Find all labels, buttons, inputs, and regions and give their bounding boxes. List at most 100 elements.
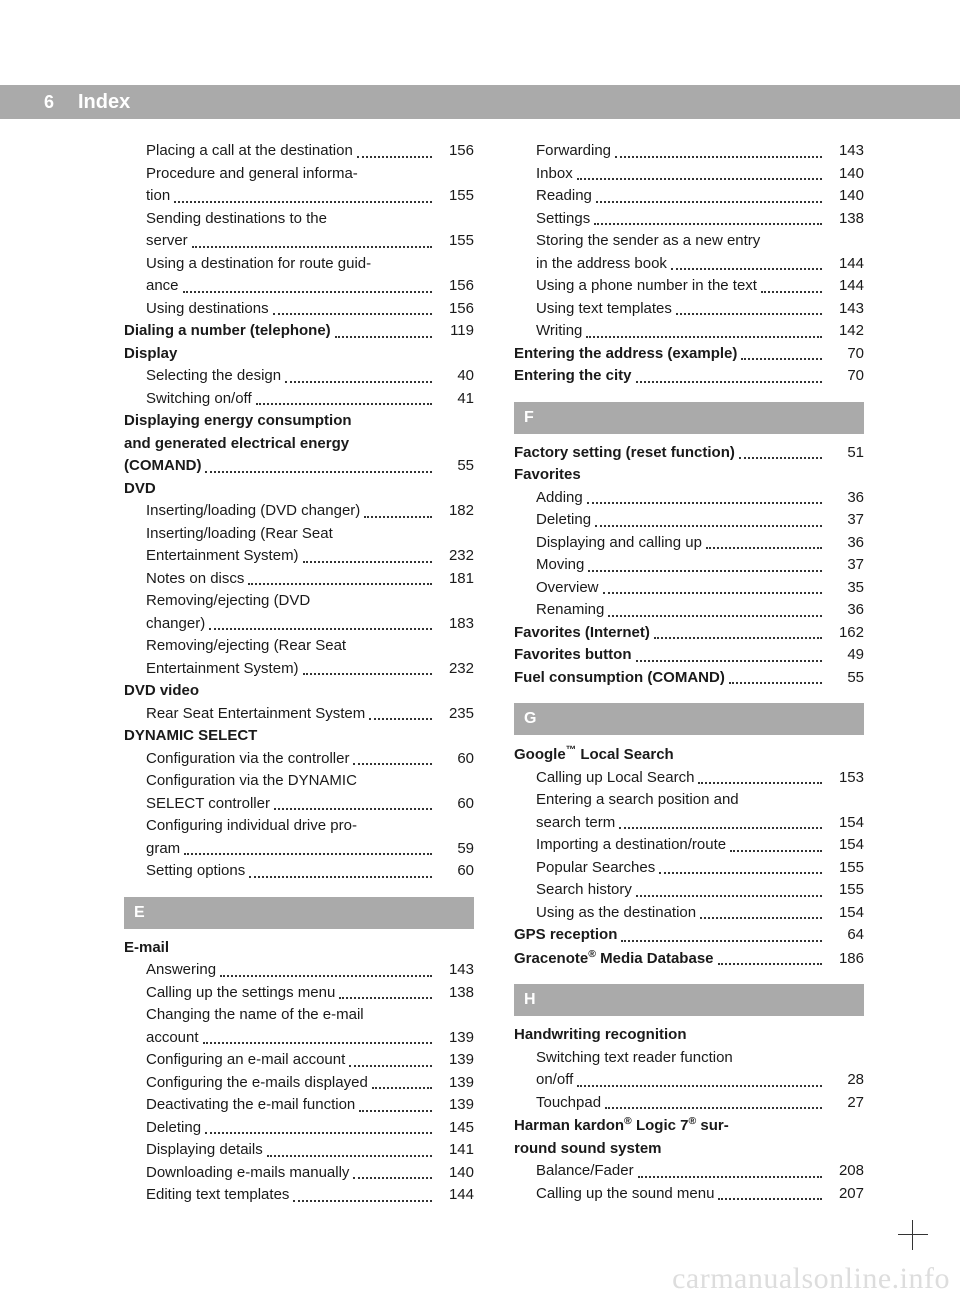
index-entry-label: Writing: [536, 320, 582, 343]
index-entry-label: Forwarding: [536, 140, 611, 163]
index-entry-label: Importing a destination/route: [536, 834, 726, 857]
index-entry-label: on/off: [536, 1069, 573, 1092]
index-entry-label: Answering: [146, 959, 216, 982]
index-entry-page: 36: [826, 487, 864, 510]
index-entry: Entering the city70: [514, 365, 864, 388]
index-entry: gram 59: [124, 838, 474, 861]
index-entry-label: Switching text reader function: [536, 1047, 733, 1070]
leader-dots: [205, 471, 432, 473]
index-entry-label: Handwriting recognition: [514, 1024, 687, 1047]
index-entry-page: 232: [436, 545, 474, 568]
index-entry-page: 235: [436, 703, 474, 726]
index-entry: Downloading e-mails manually140: [124, 1162, 474, 1185]
index-entry-label: Editing text templates: [146, 1184, 289, 1207]
leader-dots: [739, 457, 822, 459]
leader-dots: [588, 570, 822, 572]
index-entry: Using a phone number in the text144: [514, 275, 864, 298]
index-entry-page: 232: [436, 658, 474, 681]
leader-dots: [577, 178, 822, 180]
section-letter-E: E: [124, 897, 474, 929]
index-entry: account139: [124, 1027, 474, 1050]
leader-dots: [293, 1200, 432, 1202]
index-entry: Entertainment System)232: [124, 545, 474, 568]
index-entry: Google™ Local Search: [514, 743, 864, 767]
page-title: Index: [64, 91, 130, 114]
leader-dots: [638, 1176, 822, 1178]
leader-dots: [594, 223, 822, 225]
index-entry-label: Notes on discs: [146, 568, 244, 591]
section-letter-H: H: [514, 984, 864, 1016]
index-entry-page: 37: [826, 509, 864, 532]
index-entry-page: 156: [436, 298, 474, 321]
index-entry: (COMAND)55: [124, 455, 474, 478]
index-entry-label: DVD: [124, 478, 156, 501]
index-entry-page: 37: [826, 554, 864, 577]
index-entry-page: 208: [826, 1160, 864, 1183]
index-entry: Deleting145: [124, 1117, 474, 1140]
index-entry: Using destinations 156: [124, 298, 474, 321]
index-entry: Reading140: [514, 185, 864, 208]
leader-dots: [603, 592, 822, 594]
leader-dots: [619, 827, 822, 829]
index-entry-page: 144: [436, 1184, 474, 1207]
index-entry-label: Setting options: [146, 860, 245, 883]
index-entry: DVD video: [124, 680, 474, 703]
index-entry-page: 138: [826, 208, 864, 231]
index-entry-label: Procedure and general informa-: [146, 163, 358, 186]
index-entry: Selecting the design40: [124, 365, 474, 388]
index-entry: DVD: [124, 478, 474, 501]
leader-dots: [761, 291, 822, 293]
index-entry-label: Favorites: [514, 464, 581, 487]
index-entry-label: DYNAMIC SELECT: [124, 725, 257, 748]
index-entry-page: 59: [436, 838, 474, 861]
leader-dots: [285, 381, 432, 383]
leader-dots: [729, 682, 822, 684]
index-entry-page: 154: [826, 902, 864, 925]
index-entry-page: 139: [436, 1049, 474, 1072]
index-entry-label: in the address book: [536, 253, 667, 276]
index-entry: Handwriting recognition: [514, 1024, 864, 1047]
leader-dots: [676, 313, 822, 315]
leader-dots: [359, 1110, 432, 1112]
leader-dots: [595, 525, 822, 527]
index-entry: Balance/Fader208: [514, 1160, 864, 1183]
index-entry-page: 139: [436, 1094, 474, 1117]
index-entry-label: Renaming: [536, 599, 604, 622]
leader-dots: [349, 1065, 432, 1067]
index-entry: Touchpad27: [514, 1092, 864, 1115]
leader-dots: [249, 876, 432, 878]
leader-dots: [700, 917, 822, 919]
index-entry-label: gram: [146, 838, 180, 861]
index-entry-label: Entertainment System): [146, 658, 299, 681]
index-entry: tion155: [124, 185, 474, 208]
index-entry-page: 49: [826, 644, 864, 667]
index-entry-label: Using destinations: [146, 298, 269, 321]
index-entry-page: 144: [826, 253, 864, 276]
leader-dots: [184, 853, 432, 855]
index-entry: changer)183: [124, 613, 474, 636]
index-entry-page: 144: [826, 275, 864, 298]
index-entry-label: Overview: [536, 577, 599, 600]
index-entry-page: 154: [826, 812, 864, 835]
leader-dots: [372, 1087, 432, 1089]
index-column-0: Placing a call at the destination156Proc…: [124, 140, 474, 1192]
crop-mark-bottom-right: [898, 1220, 928, 1250]
leader-dots: [596, 201, 822, 203]
index-entry: Factory setting (reset function)51: [514, 442, 864, 465]
index-entry: Inserting/loading (Rear Seat: [124, 523, 474, 546]
index-entry: Overview35: [514, 577, 864, 600]
index-entry: Placing a call at the destination156: [124, 140, 474, 163]
index-entry: Displaying details141: [124, 1139, 474, 1162]
index-entry: Editing text templates 144: [124, 1184, 474, 1207]
index-entry: Importing a destination/route154: [514, 834, 864, 857]
index-entry: DYNAMIC SELECT: [124, 725, 474, 748]
watermark: carmanualsonline.info: [672, 1262, 950, 1296]
index-entry-label: Favorites (Internet): [514, 622, 650, 645]
index-entry: SELECT controller60: [124, 793, 474, 816]
index-entry-label: Reading: [536, 185, 592, 208]
index-entry: Removing/ejecting (Rear Seat: [124, 635, 474, 658]
index-entry: E-mail: [124, 937, 474, 960]
index-entry-label: Google™ Local Search: [514, 743, 674, 767]
index-entry-label: SELECT controller: [146, 793, 270, 816]
index-entry-label: Popular Searches: [536, 857, 655, 880]
